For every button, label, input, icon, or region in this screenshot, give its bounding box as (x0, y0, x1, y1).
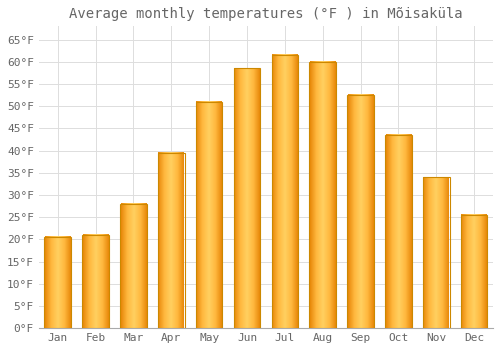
Bar (461, 215, 487, 328)
Bar (196, 102, 222, 328)
Title: Average monthly temperatures (°F ) in Mõisaküla: Average monthly temperatures (°F ) in Mõ… (69, 7, 462, 21)
Bar (272, 55, 298, 328)
Bar (82, 235, 109, 328)
Bar (385, 135, 411, 328)
Bar (234, 69, 260, 328)
Bar (310, 62, 336, 328)
Bar (44, 237, 71, 328)
Bar (423, 177, 450, 328)
Bar (348, 95, 374, 328)
Bar (120, 204, 146, 328)
Bar (158, 153, 184, 328)
